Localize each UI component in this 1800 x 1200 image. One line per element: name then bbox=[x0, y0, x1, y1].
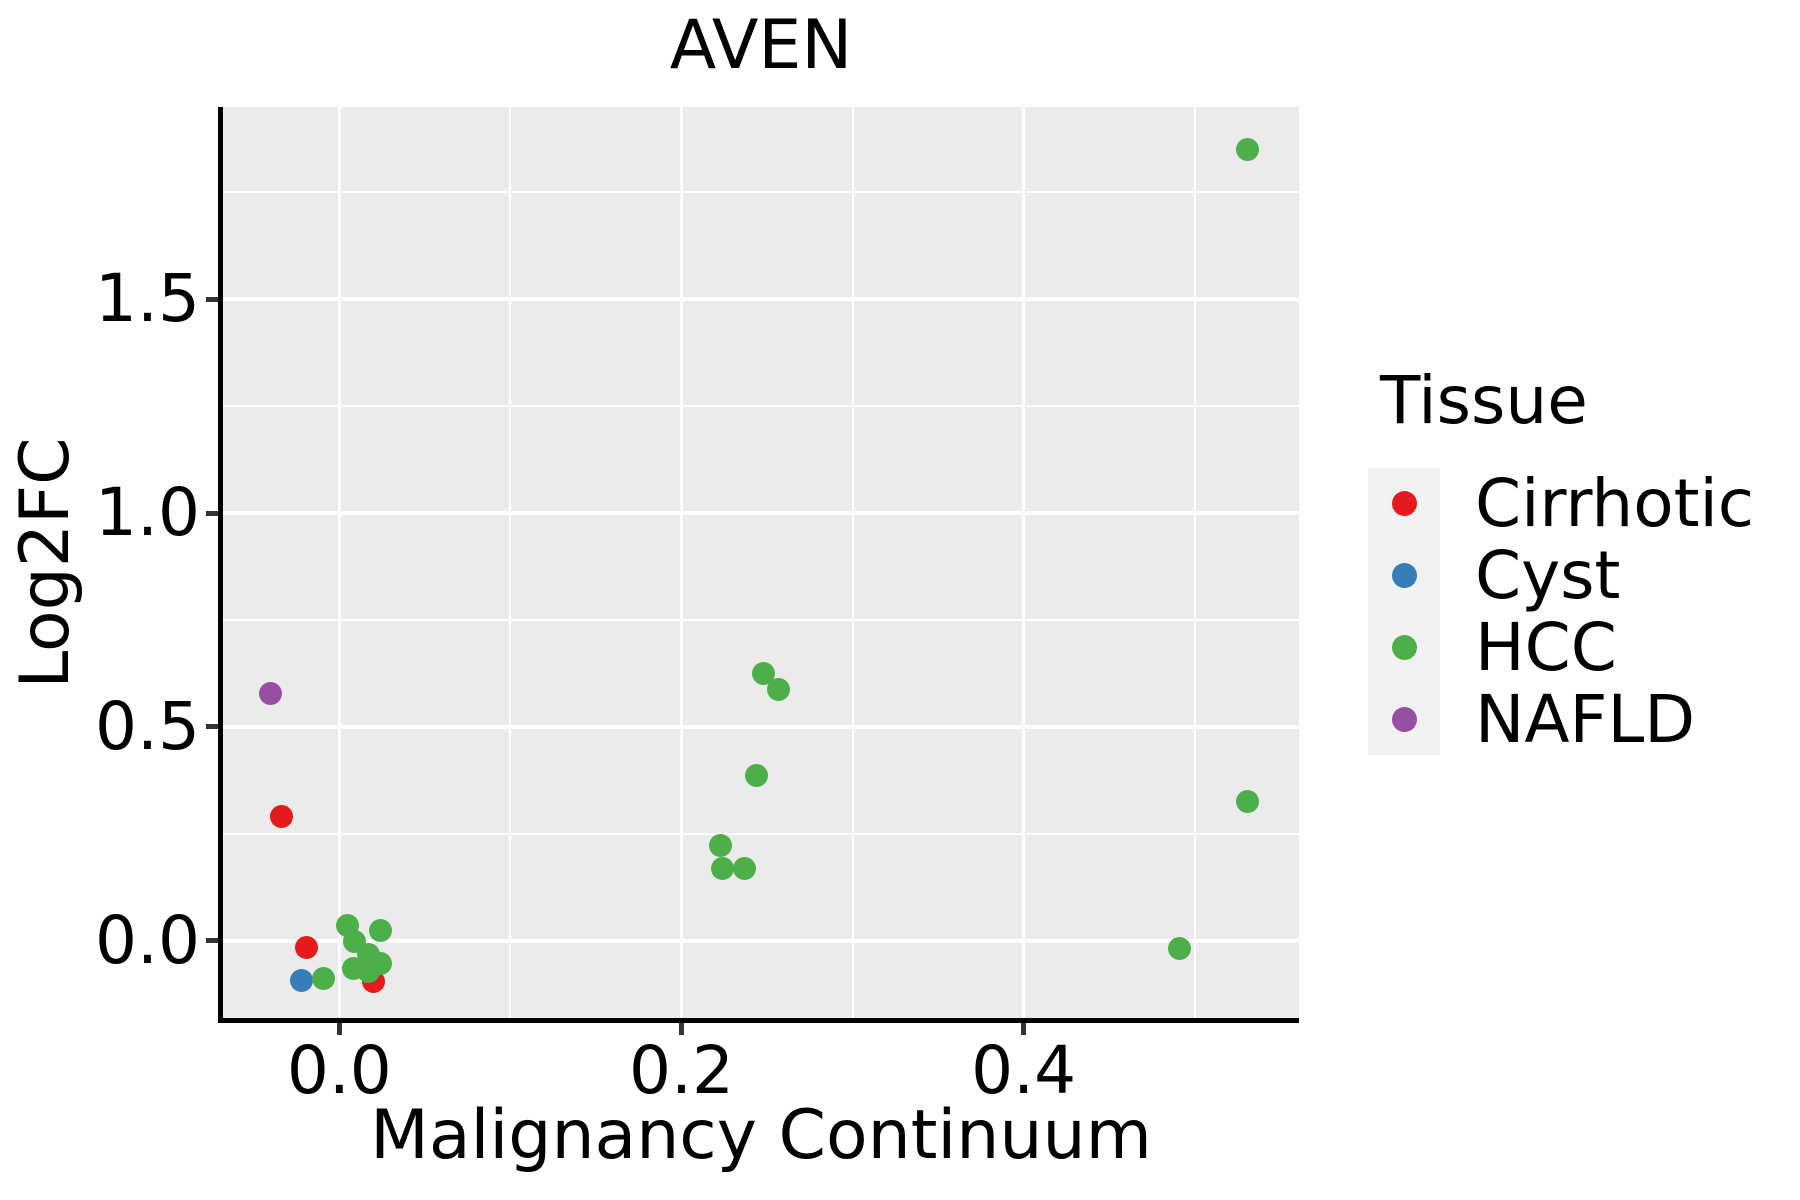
legend-label: Cirrhotic bbox=[1475, 465, 1755, 543]
legend-entry-hcc: HCC bbox=[1368, 608, 1754, 686]
gridline-major-y bbox=[223, 939, 1299, 943]
gridline-minor-x bbox=[509, 107, 512, 1020]
gridline-major-y bbox=[223, 511, 1299, 515]
data-point-cyst bbox=[290, 969, 314, 993]
y-axis-title: Log2FC bbox=[6, 437, 85, 689]
legend-entry-cirrhotic: Cirrhotic bbox=[1368, 468, 1754, 540]
gridline-minor-y bbox=[223, 618, 1299, 621]
gridline-minor-x bbox=[851, 107, 854, 1020]
data-point-cirrhotic bbox=[295, 936, 319, 960]
gridline-minor-x bbox=[1193, 107, 1196, 1020]
legend-key bbox=[1368, 611, 1440, 684]
gridline-major-y bbox=[223, 725, 1299, 729]
data-point-cirrhotic bbox=[269, 805, 293, 829]
x-tick-label: 0.4 bbox=[971, 1032, 1077, 1109]
data-point-hcc bbox=[767, 677, 791, 701]
gridline-minor-y bbox=[223, 832, 1299, 835]
legend-dot-icon bbox=[1391, 706, 1417, 732]
legend-key bbox=[1368, 539, 1440, 612]
plot-panel bbox=[223, 107, 1299, 1020]
y-tick-label: 1.0 bbox=[95, 474, 200, 551]
y-tick-mark bbox=[206, 938, 218, 944]
legend-dot-icon bbox=[1391, 491, 1417, 517]
legend-label: NAFLD bbox=[1475, 680, 1696, 758]
x-tick-mark bbox=[336, 1023, 342, 1035]
x-tick-mark bbox=[1021, 1023, 1027, 1035]
data-point-hcc bbox=[733, 856, 757, 880]
legend-entry-nafld: NAFLD bbox=[1368, 683, 1754, 755]
y-axis-line bbox=[218, 107, 223, 1023]
gridline-major-x bbox=[337, 107, 342, 1020]
y-tick-mark bbox=[206, 510, 218, 516]
data-point-hcc bbox=[312, 967, 336, 990]
legend-key bbox=[1368, 683, 1440, 755]
legend-label: Cyst bbox=[1475, 537, 1621, 615]
legend-entry-cyst: Cyst bbox=[1368, 537, 1754, 615]
gridline-minor-y bbox=[223, 405, 1299, 408]
y-tick-label: 0.0 bbox=[95, 901, 200, 979]
data-point-hcc bbox=[1236, 137, 1260, 161]
legend-dot-icon bbox=[1391, 634, 1417, 660]
y-tick-mark bbox=[206, 296, 218, 302]
gridline-major-x bbox=[679, 107, 684, 1020]
legend: Tissue Cirrhotic Cyst HCC NAFLD bbox=[1368, 368, 1754, 755]
data-point-hcc bbox=[709, 833, 733, 857]
legend-label: HCC bbox=[1475, 608, 1617, 686]
data-point-hcc bbox=[356, 960, 380, 984]
chart-title: AVEN bbox=[669, 6, 853, 85]
data-point-hcc bbox=[1236, 790, 1260, 814]
data-point-hcc bbox=[745, 764, 769, 788]
x-tick-label: 0.0 bbox=[286, 1032, 392, 1109]
data-point-hcc bbox=[711, 856, 734, 880]
legend-entries: Cirrhotic Cyst HCC NAFLD bbox=[1368, 468, 1754, 755]
x-axis-line bbox=[218, 1018, 1299, 1023]
x-axis-title: Malignancy Continuum bbox=[370, 1096, 1152, 1175]
data-point-hcc bbox=[368, 919, 392, 943]
gridline-major-y bbox=[223, 297, 1299, 301]
data-point-hcc bbox=[752, 661, 776, 685]
gridline-minor-y bbox=[223, 191, 1299, 194]
data-point-nafld bbox=[259, 682, 283, 706]
data-point-hcc bbox=[1167, 936, 1191, 960]
legend-dot-icon bbox=[1391, 563, 1417, 589]
y-tick-label: 1.5 bbox=[95, 260, 200, 338]
legend-title: Tissue bbox=[1380, 362, 1588, 439]
y-tick-label: 0.5 bbox=[95, 687, 200, 765]
gridline-major-x bbox=[1021, 107, 1026, 1020]
x-tick-mark bbox=[678, 1023, 684, 1035]
x-tick-label: 0.2 bbox=[628, 1032, 734, 1109]
y-tick-mark bbox=[206, 724, 218, 730]
legend-key bbox=[1368, 468, 1440, 540]
